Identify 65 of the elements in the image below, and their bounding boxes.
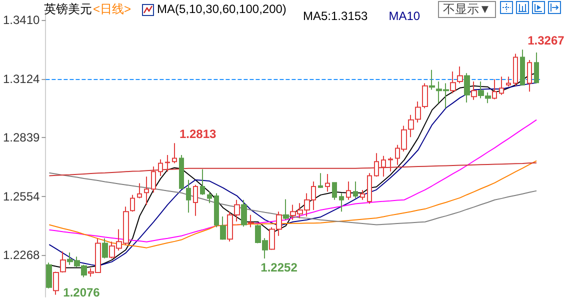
- candlestick: [360, 189, 365, 200]
- candlestick: [325, 173, 330, 192]
- line-series: [48, 160, 538, 248]
- candlestick: [429, 69, 435, 90]
- y-tick-label: 1.2839: [3, 130, 40, 145]
- text: MA10: [388, 9, 420, 23]
- candlestick: [457, 66, 463, 84]
- candlestick: [102, 238, 108, 259]
- candlestick: [346, 181, 351, 200]
- candlestick: [179, 154, 184, 190]
- candlestick: [332, 182, 337, 200]
- candlestick: [471, 81, 477, 100]
- candlestick: [388, 156, 393, 172]
- candlestick: [492, 78, 497, 100]
- candlestick: [422, 82, 428, 109]
- candlestick: [499, 76, 504, 96]
- candlestick: [200, 168, 205, 196]
- candlestick: [367, 172, 372, 204]
- line-series: [48, 162, 538, 176]
- candlestick: [506, 76, 511, 87]
- candlestick: [318, 172, 323, 188]
- candlestick: [248, 214, 254, 228]
- candlestick: [165, 154, 170, 172]
- candlestick: [46, 262, 52, 289]
- candlestick: [527, 59, 532, 92]
- candlestick: [144, 176, 149, 206]
- y-tick-label: 1.2268: [3, 248, 40, 262]
- candlestick: [374, 152, 379, 178]
- candlestick: [415, 101, 421, 123]
- candlestick: [137, 182, 142, 199]
- candlestick: [158, 158, 163, 177]
- candlestick: [151, 166, 156, 194]
- candlestick: [241, 199, 247, 228]
- candlestick: [60, 251, 66, 274]
- annotation: 1.3267: [528, 34, 565, 48]
- candlestick: [172, 142, 177, 164]
- text: MA5:1.3153: [303, 9, 368, 23]
- candlestick: [207, 191, 212, 204]
- candlestick: [130, 194, 135, 212]
- y-tick-label: 1.3124: [3, 72, 40, 86]
- candlestick: [186, 179, 191, 214]
- candlestick: [534, 52, 539, 84]
- annotation: MA(5,10,30,60,100,200): [157, 2, 286, 16]
- candlestick: [353, 181, 358, 199]
- y-tick-label: 1.2554: [3, 189, 40, 204]
- annotation: 1.2252: [260, 260, 298, 275]
- candlestick: [520, 49, 525, 86]
- annotation: 1.2813: [180, 127, 217, 142]
- candlestick: [220, 216, 226, 240]
- annotation: 1.2076: [63, 286, 100, 300]
- candlestick: [464, 72, 470, 104]
- candlestick: [53, 271, 59, 296]
- candlestick: [339, 192, 344, 212]
- candlestick: [450, 70, 456, 94]
- line-series: [48, 172, 538, 226]
- chart-title: 英镑美元: [44, 2, 92, 16]
- line-series: [48, 119, 538, 242]
- candlestick: [513, 53, 518, 86]
- candlestick: [214, 192, 219, 228]
- y-tick-label: 1.3410: [3, 13, 40, 28]
- chart-subtitle: <日线>: [93, 2, 132, 16]
- candlestick: [381, 155, 386, 178]
- candlestick: [193, 184, 198, 216]
- annotation: 不显示▼: [438, 1, 496, 18]
- candlestick: [283, 198, 289, 220]
